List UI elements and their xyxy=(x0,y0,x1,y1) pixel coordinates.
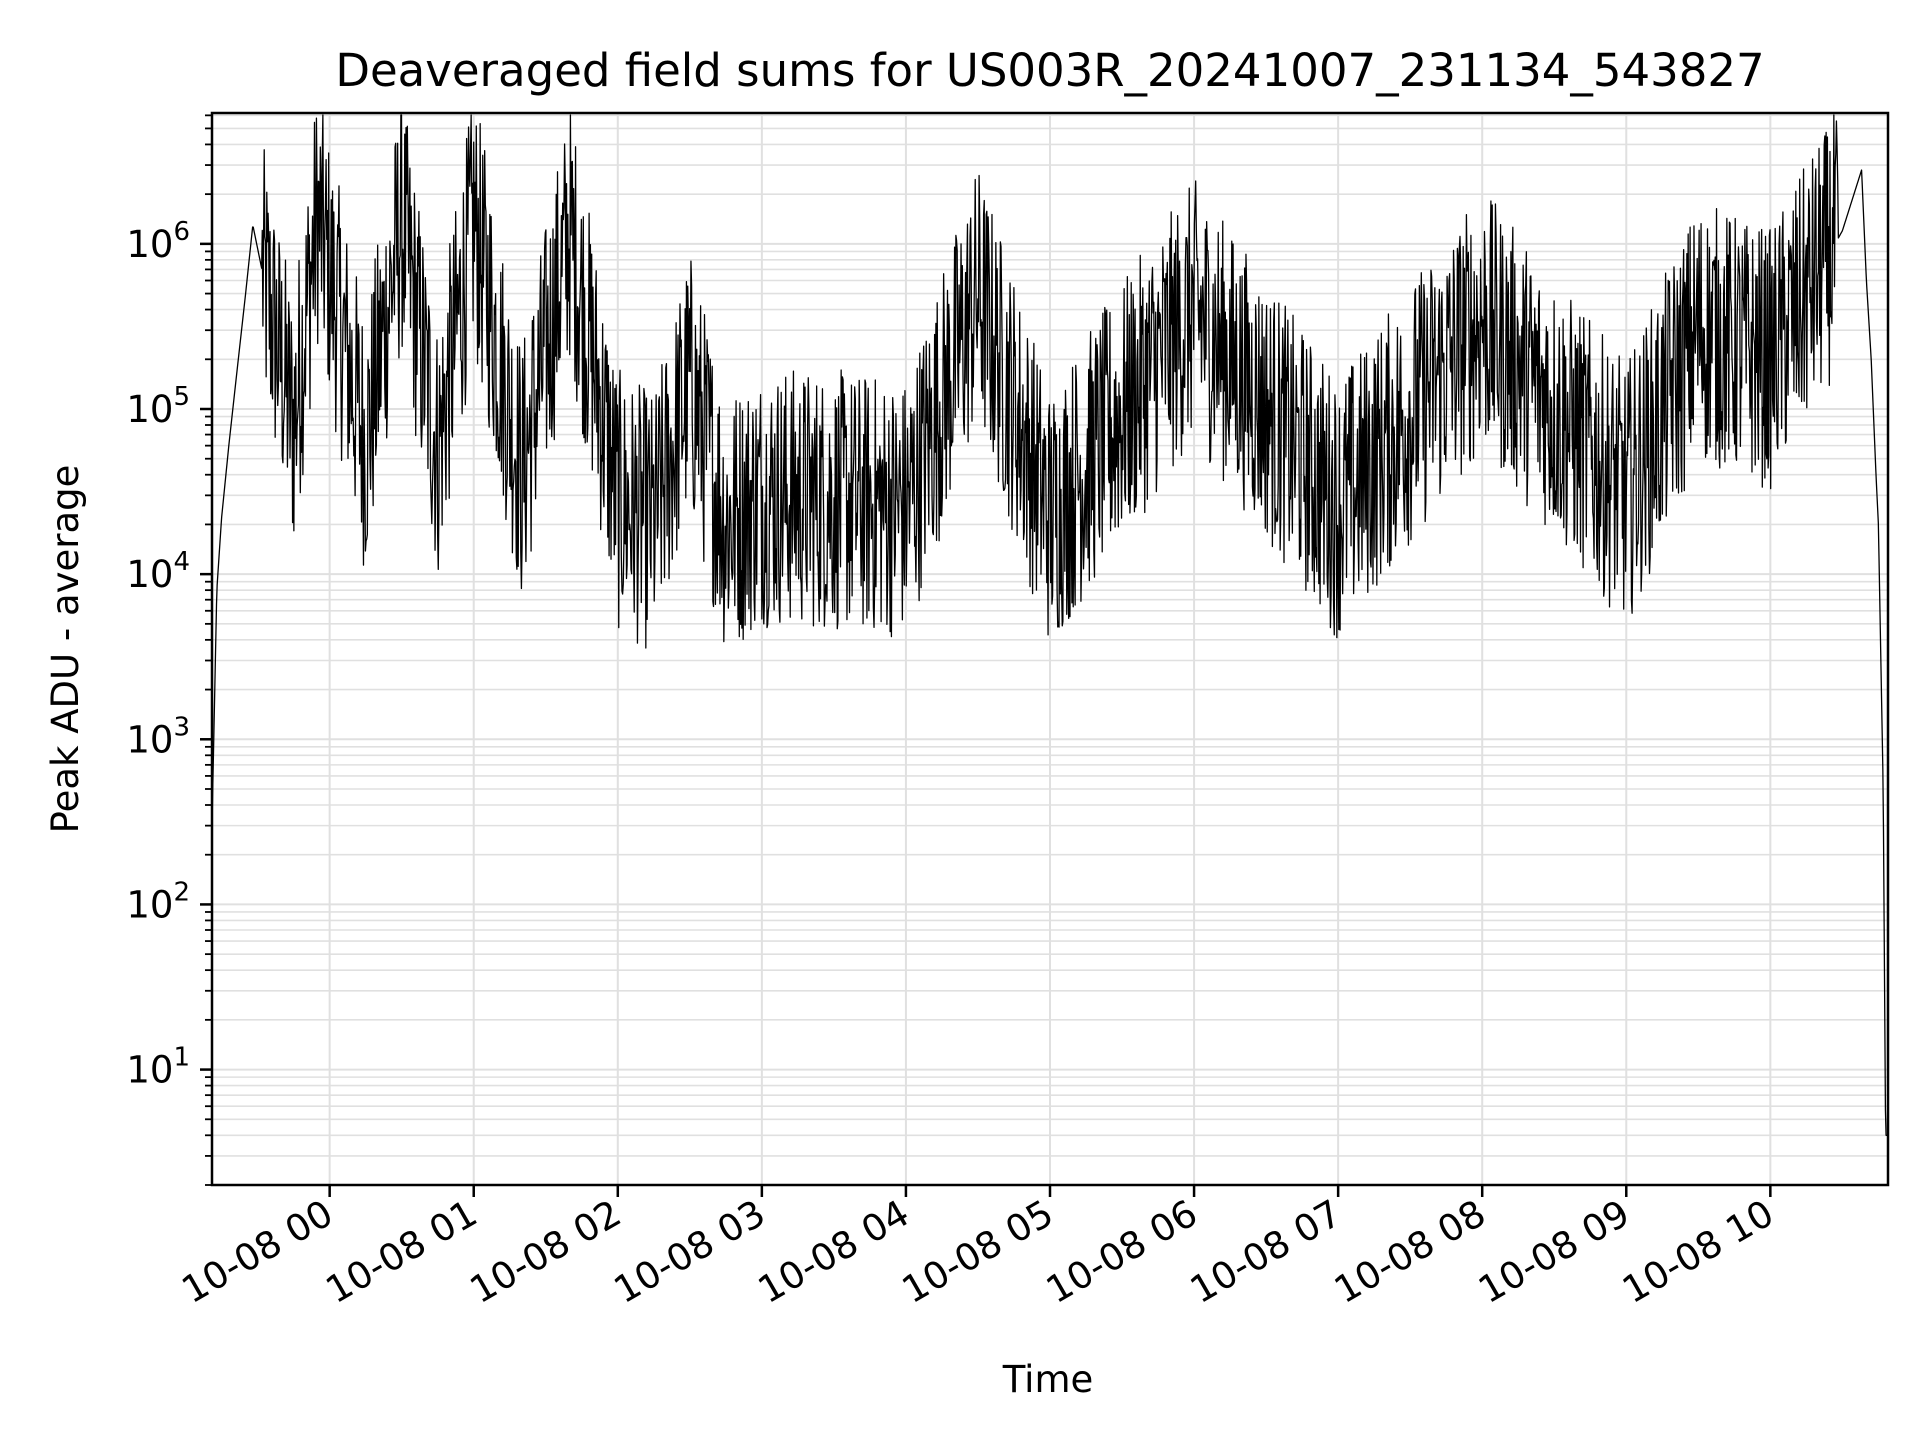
y-tick-label: 104 xyxy=(126,547,190,596)
y-tick-label: 101 xyxy=(126,1043,190,1092)
grid-lines xyxy=(212,113,1888,1186)
y-tick-label: 105 xyxy=(126,382,190,431)
y-tick-label: 106 xyxy=(126,217,190,266)
y-tick-label: 102 xyxy=(126,877,190,926)
y-axis: 101 102 103 104 105 106 xyxy=(126,114,212,1186)
chart-title: Deaveraged field sums for US003R_2024100… xyxy=(335,44,1764,97)
y-tick-label: 103 xyxy=(126,712,190,761)
x-axis-label: Time xyxy=(1002,1358,1094,1401)
data-line xyxy=(211,114,1889,1136)
y-axis-label: Peak ADU - average xyxy=(44,465,87,834)
data-line-group xyxy=(211,114,1889,1136)
